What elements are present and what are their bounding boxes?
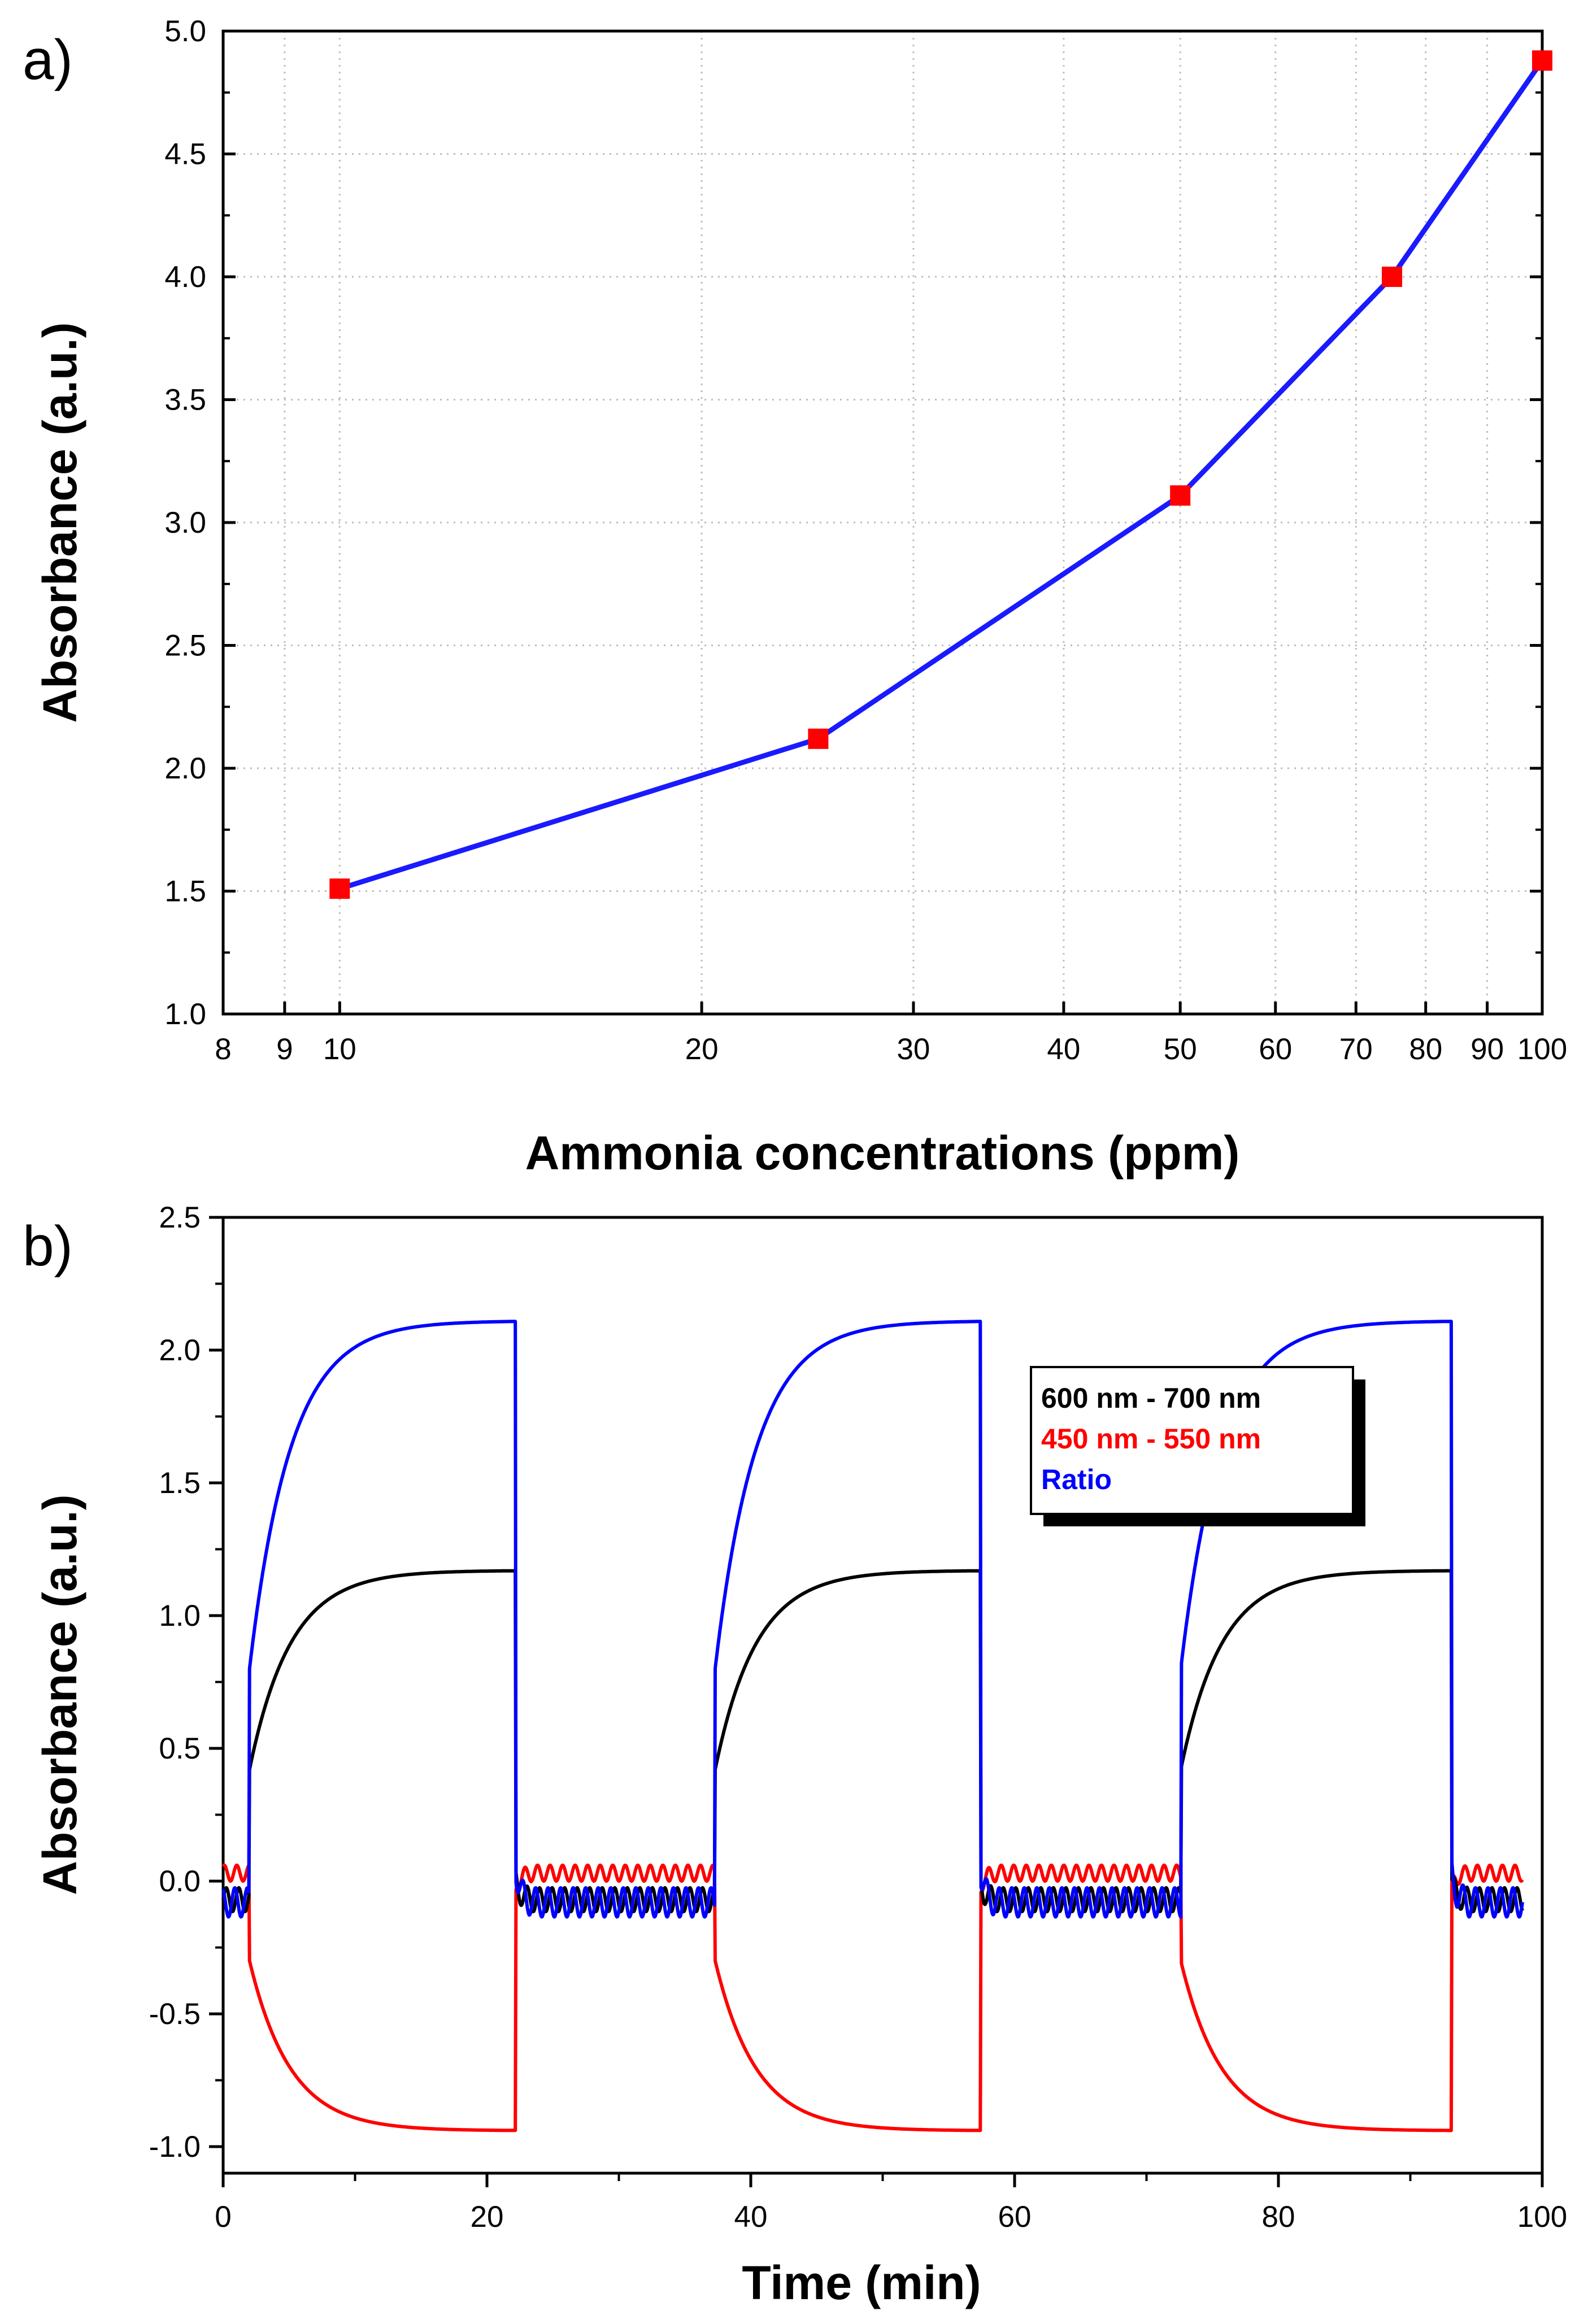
panel-a-y-tick-label: 3.5 — [164, 384, 206, 417]
panel-b-x-tick-label: 80 — [1262, 2200, 1295, 2234]
panel-a-series-line — [338, 59, 1544, 891]
panel-b-series-line — [221, 1320, 1524, 1919]
panel-b-x-axis-title: Time (min) — [742, 2256, 981, 2309]
panel-a-ticks: 8 9 10 20 30 40 50 60 70 80 90 100 1.0 1.5 2.0 2.5 3.0 3.… — [164, 15, 1567, 1066]
panel-a-x-tick-label: 10 — [323, 1033, 356, 1066]
panel-a-data-point — [1532, 50, 1552, 71]
panel-b-legend-entry: Ratio — [1041, 1464, 1112, 1495]
panel-a-y-tick-label: 1.5 — [164, 875, 206, 908]
panel-a-data-point — [1170, 485, 1191, 506]
panel-a-chart: a) 8 9 10 20 30 40 50 60 70 80 90 100 1.0 1.5 2.0 2.5 3.… — [23, 15, 1567, 1180]
panel-b-y-tick-label: -0.5 — [149, 1997, 201, 2031]
panel-b-y-tick-label: 2.5 — [159, 1201, 201, 1234]
panel-b-y-tick-label: 0.0 — [159, 1865, 201, 1898]
panel-a-y-tick-label: 4.5 — [164, 138, 206, 171]
panel-a-x-axis-title: Ammonia concentrations (ppm) — [525, 1126, 1240, 1180]
panel-b-legend: 600 nm - 700 nm 450 nm - 550 nm Ratio — [1030, 1366, 1365, 1526]
panel-b-legend-entry: 600 nm - 700 nm — [1041, 1382, 1261, 1414]
panel-a-x-tick-label: 9 — [276, 1033, 293, 1066]
panel-a-data-point — [329, 878, 350, 899]
panel-a-x-tick-label: 20 — [685, 1033, 719, 1066]
panel-a-x-tick-label: 100 — [1517, 1033, 1567, 1066]
panel-b-x-tick-label: 20 — [471, 2200, 504, 2234]
panel-b-x-tick-label: 0 — [215, 2200, 231, 2234]
panel-a-x-tick-label: 50 — [1164, 1033, 1197, 1066]
panel-b-ticks: 0 20 40 60 80 100 -1.0 -0.5 0.0 0.5 1.0 1.5 2.0 2.5 — [149, 1201, 1568, 2234]
panel-a-x-tick-label: 70 — [1339, 1033, 1373, 1066]
panel-b-legend-entry: 450 nm - 550 nm — [1041, 1423, 1261, 1455]
panel-b-label: b) — [23, 1215, 73, 1278]
panel-a-grid — [223, 31, 1542, 1014]
panel-b-plot-frame — [221, 1216, 1544, 2175]
panel-a-data — [329, 50, 1552, 899]
panel-a-x-tick-label: 8 — [215, 1033, 231, 1066]
panel-a-y-axis-title: Absorbance (a.u.) — [33, 322, 86, 723]
panel-b-y-tick-label: 0.5 — [159, 1732, 201, 1765]
panel-a-y-tick-label: 2.5 — [164, 629, 206, 663]
panel-a-y-tick-label: 1.0 — [164, 998, 206, 1031]
panel-a-label: a) — [23, 28, 73, 92]
panel-b-x-tick-label: 40 — [734, 2200, 768, 2234]
panel-a-data-point — [1382, 267, 1403, 287]
panel-b-chart: b) 0 20 40 60 80 100 -1.0 -0.5 0.0 0.5 1.0 1.5 2.0 2.… — [23, 1201, 1567, 2309]
panel-a-x-tick-label: 60 — [1259, 1033, 1292, 1066]
panel-b-y-tick-label: 1.0 — [159, 1599, 201, 1633]
panel-b-series-line — [221, 1569, 1524, 1913]
panel-b-y-tick-label: -1.0 — [149, 2130, 201, 2164]
panel-b-x-tick-label: 100 — [1517, 2200, 1567, 2234]
panel-a-x-tick-label: 80 — [1409, 1033, 1442, 1066]
panel-b-y-tick-label: 2.0 — [159, 1334, 201, 1367]
panel-b-legend-box — [1030, 1366, 1354, 1515]
panel-a-x-tick-label: 90 — [1470, 1033, 1504, 1066]
panel-a-y-tick-label: 2.0 — [164, 752, 206, 785]
panel-a-x-tick-label: 30 — [897, 1033, 930, 1066]
panel-b-y-tick-label: 1.5 — [159, 1466, 201, 1500]
panel-a-data-point — [808, 728, 829, 749]
panel-b-series-line — [221, 1863, 1524, 2132]
panel-a-y-tick-label: 3.0 — [164, 506, 206, 539]
panel-b-y-axis-title: Absorbance (a.u.) — [33, 1494, 86, 1895]
panel-a-y-tick-label: 4.0 — [164, 260, 206, 294]
panel-a-y-tick-label: 5.0 — [164, 15, 206, 48]
panel-b-x-tick-label: 60 — [998, 2200, 1032, 2234]
panel-b-data — [221, 1320, 1524, 2132]
panel-a-x-tick-label: 40 — [1047, 1033, 1080, 1066]
